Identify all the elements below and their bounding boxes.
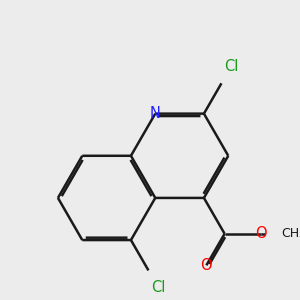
Text: Cl: Cl (151, 280, 165, 295)
Text: Cl: Cl (224, 59, 238, 74)
Text: O: O (200, 258, 212, 273)
Text: CH₃: CH₃ (281, 227, 300, 240)
Text: O: O (255, 226, 267, 241)
Text: N: N (150, 106, 161, 121)
